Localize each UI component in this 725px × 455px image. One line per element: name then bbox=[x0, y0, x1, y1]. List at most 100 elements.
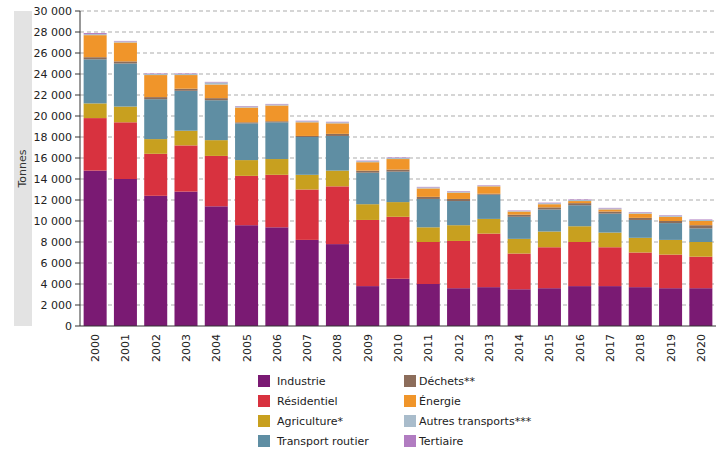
bar-segment bbox=[508, 210, 531, 212]
bar-segment bbox=[386, 172, 409, 202]
bar-segment bbox=[235, 107, 258, 108]
bar-segment bbox=[629, 212, 652, 214]
category-label: 2004 bbox=[210, 334, 223, 362]
bar-segment bbox=[629, 220, 652, 238]
bar-segment bbox=[538, 204, 561, 207]
bar-segment bbox=[296, 122, 319, 136]
legend-label: Résidentiel bbox=[277, 395, 338, 408]
legend-swatch bbox=[404, 415, 416, 427]
bar-segment bbox=[568, 201, 591, 203]
bar-segment bbox=[568, 199, 591, 201]
bar-segment bbox=[598, 247, 621, 286]
legend-swatch bbox=[258, 375, 270, 387]
bar-segment bbox=[508, 217, 531, 239]
bar-segment bbox=[538, 247, 561, 288]
category-label: 2012 bbox=[453, 334, 466, 362]
bar-segment bbox=[629, 287, 652, 326]
bar-segment bbox=[235, 122, 258, 123]
category-label: 2005 bbox=[241, 334, 254, 362]
bar-segment bbox=[265, 121, 288, 122]
tick bbox=[75, 326, 80, 327]
bar-segment bbox=[356, 171, 379, 173]
tick-label: 28 000 bbox=[34, 26, 73, 39]
bar-segment bbox=[598, 208, 621, 209]
bar-segment bbox=[447, 192, 470, 193]
bar-segment bbox=[84, 171, 107, 326]
bar-segment bbox=[174, 89, 197, 91]
bar-segment bbox=[296, 175, 319, 190]
bar-segment bbox=[235, 106, 258, 108]
tick bbox=[75, 32, 80, 33]
category-label: 2010 bbox=[392, 334, 405, 362]
bar-segment bbox=[659, 215, 682, 217]
bar-segment bbox=[386, 159, 409, 170]
bars bbox=[84, 33, 713, 326]
tick-label: 18 000 bbox=[34, 131, 73, 144]
bar-segment bbox=[689, 219, 712, 221]
bar-segment bbox=[538, 202, 561, 204]
bar-segment bbox=[144, 154, 167, 196]
bar-segment bbox=[84, 33, 107, 34]
bar-segment bbox=[114, 61, 137, 63]
bar-segment bbox=[265, 103, 288, 105]
bar-segment bbox=[477, 186, 500, 193]
tick bbox=[75, 242, 80, 243]
bar-segment bbox=[114, 40, 137, 42]
grid-line bbox=[80, 53, 716, 54]
tick bbox=[75, 137, 80, 138]
tick-label: 2 000 bbox=[41, 299, 73, 312]
grid-line bbox=[80, 11, 716, 12]
grid-line bbox=[80, 74, 716, 75]
bar-segment bbox=[598, 207, 621, 209]
bar-segment bbox=[477, 219, 500, 234]
bar-segment bbox=[568, 226, 591, 242]
bar-segment bbox=[689, 242, 712, 257]
bar-segment bbox=[144, 97, 167, 99]
bar-segment bbox=[659, 221, 682, 223]
tick-label: 14 000 bbox=[34, 173, 73, 186]
bar-segment bbox=[598, 286, 621, 326]
bar-segment bbox=[174, 145, 197, 191]
bar-segment bbox=[235, 160, 258, 176]
bar-segment bbox=[144, 75, 167, 97]
tick-label: 10 000 bbox=[34, 215, 73, 228]
category-label: 2018 bbox=[634, 334, 647, 362]
bar-segment bbox=[84, 59, 107, 103]
bar-segment bbox=[659, 216, 682, 217]
bar-segment bbox=[508, 215, 531, 217]
bar-segment bbox=[265, 175, 288, 228]
bar-segment bbox=[598, 212, 621, 214]
bar-segment bbox=[235, 123, 258, 160]
bar-segment bbox=[205, 85, 228, 99]
bar-segment bbox=[386, 217, 409, 279]
bar-segment bbox=[326, 244, 349, 326]
bar-segment bbox=[144, 139, 167, 154]
y-axis-label: Tonnes bbox=[16, 149, 29, 188]
bar-segment bbox=[598, 209, 621, 211]
bar-segment bbox=[296, 137, 319, 175]
bar-segment bbox=[689, 225, 712, 228]
bar-segment bbox=[84, 103, 107, 118]
bar-segment bbox=[538, 209, 561, 231]
bar-segment bbox=[386, 157, 409, 159]
bar-segment bbox=[417, 188, 440, 196]
tick bbox=[75, 284, 80, 285]
bar-segment bbox=[508, 289, 531, 326]
bar-segment bbox=[84, 57, 107, 59]
bar-segment bbox=[629, 214, 652, 218]
bar-segment bbox=[447, 193, 470, 199]
legend-label: Transport routier bbox=[276, 435, 369, 448]
bar-segment bbox=[568, 203, 591, 205]
bar-segment bbox=[205, 98, 228, 100]
category-label: 2011 bbox=[422, 334, 435, 362]
tick bbox=[75, 263, 80, 264]
bar-segment bbox=[689, 221, 712, 225]
category-label: 2019 bbox=[665, 334, 678, 362]
bar-segment bbox=[417, 186, 440, 188]
bar-segment bbox=[568, 205, 591, 226]
bar-segment bbox=[265, 122, 288, 159]
tick bbox=[75, 95, 80, 96]
bar-segment bbox=[84, 34, 107, 35]
bar-segment bbox=[417, 242, 440, 284]
bar-segment bbox=[356, 173, 379, 205]
